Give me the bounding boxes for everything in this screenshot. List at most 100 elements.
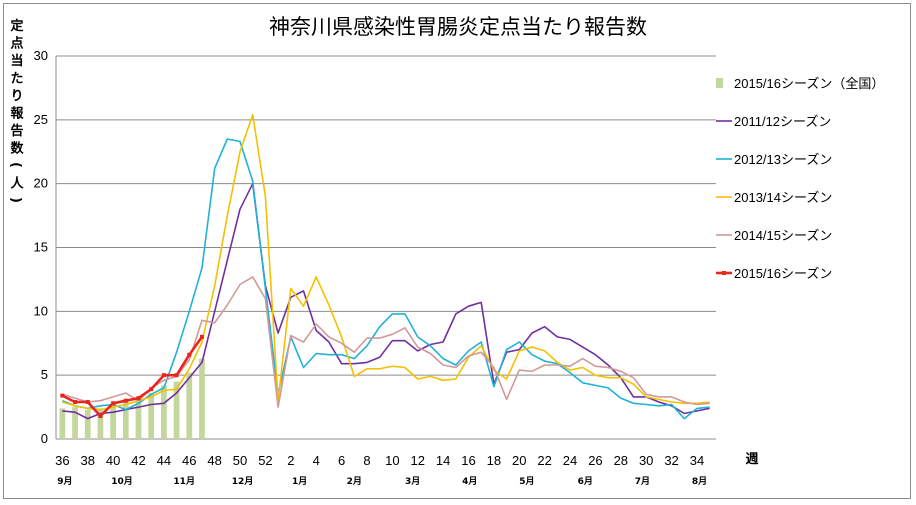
data-point <box>199 334 204 339</box>
series-line <box>62 276 710 408</box>
series-line <box>62 138 710 420</box>
grid-lines <box>56 55 716 376</box>
data-point <box>149 387 154 392</box>
x-tick-label: 30 <box>639 453 653 468</box>
data-point <box>85 399 90 404</box>
x-tick-label: 2 <box>287 453 294 468</box>
data-point <box>98 414 103 419</box>
bar <box>72 407 78 439</box>
x-tick-label: 10 <box>385 453 399 468</box>
month-label: 2月 <box>347 476 362 487</box>
y-axis-title: 定点当たり報告数 ( 人) <box>8 18 24 203</box>
bar <box>59 408 66 439</box>
y-axis-title-char: ( <box>8 162 23 168</box>
bar <box>135 398 142 439</box>
data-point <box>73 399 78 404</box>
x-tick-label: 26 <box>588 453 602 468</box>
bar <box>199 358 205 439</box>
bar-series <box>59 358 205 439</box>
legend-label: 2013/14シーズン <box>734 190 832 205</box>
x-tick-label: 40 <box>106 453 120 468</box>
data-point <box>136 396 141 401</box>
x-tick-label: 50 <box>233 453 247 468</box>
bar <box>161 385 167 439</box>
legend-label: 2015/16シーズン（全国） <box>734 76 884 91</box>
month-label: 9月 <box>57 476 72 487</box>
x-tick-label: 8 <box>363 453 370 468</box>
bar <box>84 409 91 439</box>
bar <box>186 372 193 439</box>
y-axis-title-char: 人 <box>10 176 24 192</box>
x-axis-title: 週 <box>745 452 758 467</box>
x-tick-label: 16 <box>461 453 475 468</box>
month-label: 5月 <box>519 476 534 487</box>
series-line <box>62 113 710 411</box>
x-tick-label: 12 <box>410 453 424 468</box>
y-axis-title-char: 定 <box>9 18 23 34</box>
data-point <box>123 398 128 403</box>
y-tick-label: 20 <box>34 176 48 191</box>
month-label: 8月 <box>692 476 707 487</box>
month-label: 1月 <box>292 476 307 487</box>
legend-label: 2015/16シーズン <box>734 266 832 281</box>
legend-label: 2014/15シーズン <box>734 228 832 243</box>
x-tick-label: 18 <box>487 453 501 468</box>
y-tick-label: 0 <box>41 431 48 446</box>
month-label: 12月 <box>232 476 254 487</box>
data-point <box>187 352 192 357</box>
bar <box>122 400 129 439</box>
bar <box>173 381 180 439</box>
x-tick-label: 48 <box>207 453 221 468</box>
x-tick-label: 22 <box>537 453 551 468</box>
x-tick-label: 46 <box>182 453 196 468</box>
y-axis-title-char: り <box>10 89 23 104</box>
month-label: 3月 <box>405 476 420 487</box>
legend-label: 2012/13シーズン <box>734 152 832 167</box>
y-axis-title-char: 告 <box>10 123 23 139</box>
data-point <box>161 373 166 378</box>
month-label: 6月 <box>578 476 593 487</box>
chart-title: 神奈川県感染性胃腸炎定点当たり報告数 <box>269 15 647 39</box>
legend-swatch <box>716 78 723 88</box>
y-axis-title-char: 報 <box>10 106 24 122</box>
legend-label: 2011/12シーズン <box>734 114 831 129</box>
y-tick-label: 15 <box>34 240 48 255</box>
bar <box>97 408 104 439</box>
data-point <box>111 401 116 406</box>
legend-marker <box>722 271 726 275</box>
x-tick-label: 42 <box>131 453 145 468</box>
month-label: 11月 <box>173 476 195 487</box>
y-axis-title-char: ) <box>8 197 23 203</box>
chart-frame <box>3 3 911 499</box>
month-label: 10月 <box>111 476 133 487</box>
y-tick-label: 10 <box>34 303 48 318</box>
y-axis-title-char: 当 <box>10 53 23 69</box>
x-tick-label: 32 <box>664 453 678 468</box>
x-tick-label: 36 <box>55 453 69 468</box>
y-tick-label: 30 <box>34 48 48 63</box>
x-tick-label: 52 <box>258 453 272 468</box>
x-tick-label: 28 <box>614 453 628 468</box>
month-label: 7月 <box>635 476 650 487</box>
x-tick-label: 44 <box>157 453 171 468</box>
y-tick-label: 5 <box>41 367 48 382</box>
y-tick-label: 25 <box>34 112 48 127</box>
y-axis-title-char: 数 <box>10 141 24 157</box>
x-tick-label: 6 <box>338 453 345 468</box>
bar <box>148 393 155 439</box>
y-axis-title-char: た <box>10 72 23 87</box>
y-tick-labels: 0 5 10 15 20 25 30 <box>34 48 48 446</box>
line-series <box>60 113 710 420</box>
x-tick-label: 38 <box>80 453 94 468</box>
data-point <box>174 373 179 378</box>
bar <box>110 403 116 439</box>
x-tick-label: 34 <box>690 453 704 468</box>
x-tick-labels: 36 38 40 42 44 46 48 50 52 2 4 6 8 10 12 14 16 18 20 22 24 26… <box>55 453 704 468</box>
x-tick-label: 20 <box>512 453 526 468</box>
y-axis-title-char: 点 <box>10 36 23 52</box>
legend: 2015/16シーズン（全国） 2011/12シーズン 2012/13シーズン 201… <box>716 76 884 281</box>
month-label: 4月 <box>462 476 477 487</box>
x-tick-label: 4 <box>313 453 320 468</box>
series-line <box>61 336 204 418</box>
